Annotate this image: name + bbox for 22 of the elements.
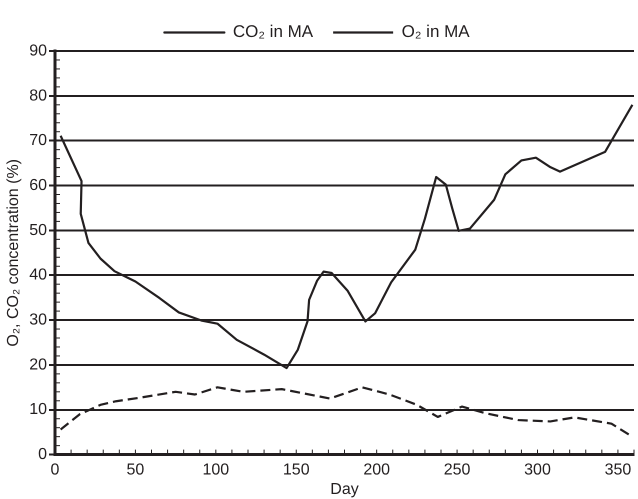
y-tick-label: 10 [29, 401, 48, 418]
x-tick-label: 100 [202, 462, 230, 479]
y-tick-label: 50 [29, 222, 48, 239]
y-tick-label: 60 [29, 176, 48, 194]
y-axis-title: O₂, CO₂ concentration (%) [5, 159, 22, 347]
y-tick-label: 20 [29, 356, 48, 374]
x-tick-label: 350 [604, 462, 632, 479]
x-axis-title: Day [330, 480, 359, 498]
y-tick-label: 70 [29, 132, 48, 150]
y-tick-label: 90 [29, 42, 48, 60]
x-tick-label: 0 [50, 462, 60, 479]
x-tick-label: 250 [444, 462, 471, 479]
y-tick-label: 40 [29, 266, 48, 284]
y-tick-label: 0 [38, 446, 48, 464]
x-tick-label: 50 [126, 462, 144, 479]
x-tick-label: 150 [282, 462, 310, 479]
legend-label: O₂ in MA [402, 22, 470, 42]
legend-label: CO₂ in MA [232, 22, 314, 42]
y-tick-label: 80 [29, 87, 48, 104]
y-tick-label: 30 [29, 311, 48, 328]
x-tick-label: 200 [363, 462, 390, 479]
x-tick-label: 300 [524, 462, 551, 479]
